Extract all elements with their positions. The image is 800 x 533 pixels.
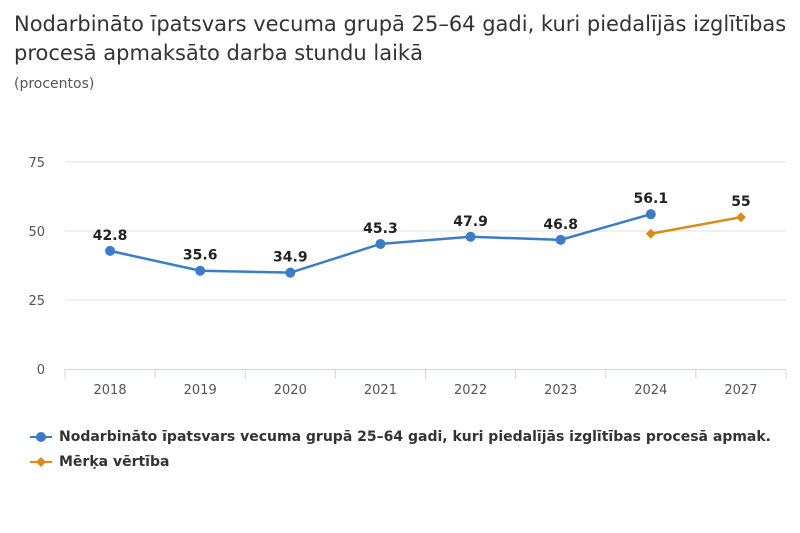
legend-item-series-1[interactable]: Nodarbināto īpatsvars vecuma grupā 25–64… bbox=[30, 424, 771, 449]
legend-item-series-2[interactable]: Mērķa vērtība bbox=[30, 449, 771, 474]
data-point bbox=[105, 245, 116, 256]
data-point bbox=[285, 267, 296, 278]
data-point bbox=[735, 212, 746, 223]
y-tick-label: 25 bbox=[28, 294, 45, 309]
data-point bbox=[195, 265, 206, 276]
circle-marker-icon bbox=[30, 431, 52, 442]
y-tick-label: 50 bbox=[28, 225, 45, 240]
x-tick-label: 2020 bbox=[274, 383, 307, 398]
x-tick-label: 2022 bbox=[454, 383, 487, 398]
y-tick-label: 75 bbox=[28, 156, 45, 171]
data-label: 56.1 bbox=[634, 191, 669, 207]
series-line-2 bbox=[650, 215, 742, 235]
data-label: 47.9 bbox=[453, 214, 488, 230]
diamond-marker-icon bbox=[30, 456, 52, 467]
data-label: 45.3 bbox=[363, 221, 398, 237]
x-tick-label: 2018 bbox=[94, 383, 127, 398]
data-point bbox=[645, 209, 656, 220]
data-point bbox=[465, 231, 476, 242]
data-label: 55 bbox=[731, 194, 750, 210]
data-point bbox=[645, 228, 656, 239]
legend-label: Mērķa vērtība bbox=[59, 453, 170, 470]
legend: Nodarbināto īpatsvars vecuma grupā 25–64… bbox=[30, 424, 771, 474]
y-tick-label: 0 bbox=[37, 363, 45, 378]
data-label: 35.6 bbox=[183, 248, 218, 264]
x-tick-label: 2021 bbox=[364, 383, 397, 398]
legend-label: Nodarbināto īpatsvars vecuma grupā 25–64… bbox=[59, 428, 772, 445]
chart-title: Nodarbināto īpatsvars vecuma grupā 25–64… bbox=[14, 12, 787, 65]
data-label: 42.8 bbox=[93, 228, 128, 244]
x-tick-label: 2023 bbox=[544, 383, 577, 398]
x-tick-label: 2024 bbox=[634, 383, 667, 398]
data-label: 34.9 bbox=[273, 250, 308, 266]
data-point bbox=[375, 238, 386, 249]
chart-subtitle: (procentos) bbox=[14, 76, 95, 92]
x-tick-label: 2027 bbox=[724, 383, 757, 398]
data-point bbox=[555, 234, 566, 245]
data-label: 46.8 bbox=[543, 217, 578, 233]
x-tick-label: 2019 bbox=[184, 383, 217, 398]
